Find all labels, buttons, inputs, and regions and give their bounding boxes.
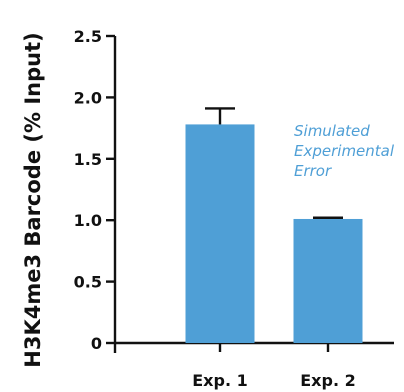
category-label: Exp. 1	[192, 371, 247, 390]
x-axis	[115, 341, 394, 352]
category-labels: Exp. 1 Exp. 2	[192, 371, 355, 390]
annotation-line: Error	[294, 162, 332, 180]
y-tick-label: 1.0	[74, 211, 102, 230]
bars	[185, 124, 363, 343]
y-tick-label: 2.0	[74, 88, 102, 107]
y-tick-label: 0.5	[74, 273, 102, 292]
y-tick-label: 1.5	[74, 150, 102, 169]
bar	[185, 124, 255, 343]
annotation-line: Experimental	[294, 142, 395, 160]
annotation-line: Simulated	[294, 122, 370, 140]
category-label: Exp. 2	[300, 371, 355, 390]
y-tick-label: 2.5	[74, 27, 102, 46]
y-tick-label: 0	[91, 334, 102, 353]
annotation-text: Simulated Experimental Error	[294, 122, 395, 180]
y-axis: 0 0.5 1.0 1.5 2.0 2.5	[74, 27, 117, 353]
y-axis-label: H3K4me3 Barcode (% Input)	[21, 32, 45, 367]
bar	[293, 218, 363, 343]
error-bars	[205, 107, 343, 219]
